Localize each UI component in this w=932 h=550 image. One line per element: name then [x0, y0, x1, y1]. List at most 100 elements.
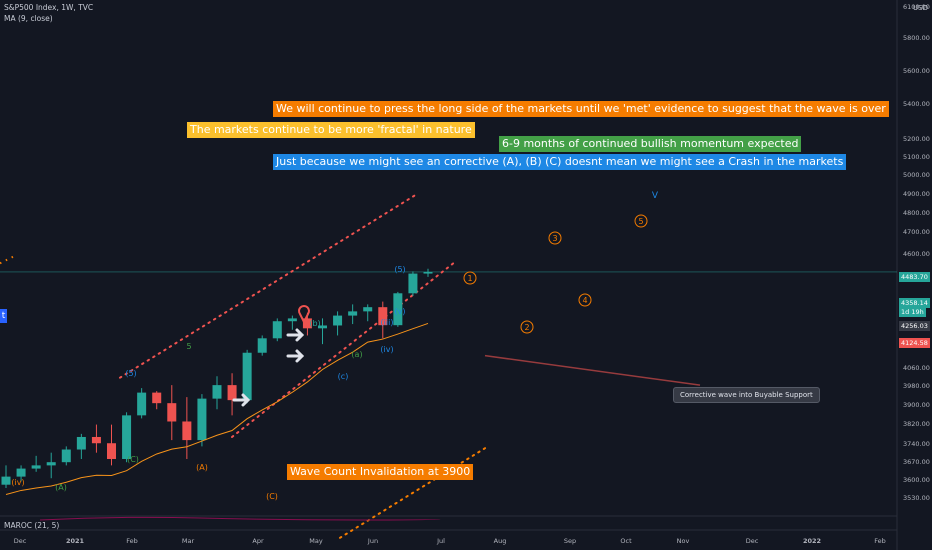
candle-body — [212, 385, 222, 399]
candle-body — [408, 273, 418, 294]
channel-lower — [231, 260, 456, 438]
x-tick-label: 2021 — [66, 537, 85, 545]
chart-title: S&P500 Index, 1W, TVC — [4, 3, 94, 12]
candle-body — [378, 307, 388, 326]
y-tick-label: 5400.00 — [903, 100, 930, 108]
wave-label-future: 2 — [524, 323, 529, 332]
x-tick-label: Nov — [677, 537, 690, 545]
x-tick-label: Mar — [182, 537, 195, 545]
candle-body — [167, 403, 177, 422]
price-label-ma: 4256.03 — [899, 321, 930, 331]
y-tick-label: 4700.00 — [903, 228, 930, 236]
tooltip-corrective-wave[interactable]: Corrective wave into Buyable Support — [673, 387, 820, 403]
ma-indicator-label[interactable]: MA (9, close) — [4, 14, 53, 23]
x-tick-label: May — [309, 537, 323, 545]
currency-label: USD — [913, 4, 928, 12]
y-tick-label: 5000.00 — [903, 171, 930, 179]
y-tick-label: 5200.00 — [903, 135, 930, 143]
candle-body — [16, 468, 26, 477]
wave-label-past: (iii) — [381, 318, 394, 327]
candle-body — [287, 318, 297, 322]
x-tick-label: Aug — [494, 537, 507, 545]
candle-body — [423, 271, 433, 274]
y-tick-label: 3740.00 — [903, 440, 930, 448]
wave-label-past: (C) — [266, 492, 278, 501]
price-label-last: 4358.14 — [899, 298, 930, 308]
wave-circle — [578, 293, 592, 307]
candle-body — [197, 398, 207, 441]
ma-line — [5, 322, 429, 495]
y-tick-label: 4800.00 — [903, 209, 930, 217]
x-tick-label: Feb — [874, 537, 886, 545]
x-tick-label: Oct — [620, 537, 632, 545]
x-tick-label: Jul — [436, 537, 445, 545]
candle-body — [182, 421, 192, 441]
note-bullish-momentum: 6-9 months of continued bullish momentum… — [499, 136, 802, 152]
candle-body — [242, 352, 252, 401]
wave-label-past: 5 — [186, 342, 191, 351]
arrow-icon — [286, 349, 305, 363]
wave-label-past: (iv) — [380, 345, 393, 354]
wave-label-past: (A) — [55, 483, 67, 492]
y-tick-label: 3820.00 — [903, 420, 930, 428]
channel-upper — [119, 194, 416, 379]
wave-label-past: (C) — [127, 455, 139, 464]
wave-label-future: 3 — [552, 234, 557, 243]
corrective-path-line — [484, 354, 701, 386]
wave-label-past: (iv) — [11, 478, 24, 487]
y-tick-label: 5600.00 — [903, 67, 930, 75]
candle-body — [122, 415, 132, 460]
y-tick-label: 3670.00 — [903, 458, 930, 466]
x-tick-label: Apr — [252, 537, 264, 545]
y-tick-label: 6100.00 — [903, 3, 930, 11]
wave-circle — [520, 320, 534, 334]
candle-body — [137, 392, 147, 416]
price-label-countdown: 1d 19h — [899, 307, 926, 317]
wave-label-past: (5) — [125, 369, 136, 378]
candle-body — [318, 325, 327, 329]
candle-body — [272, 321, 282, 339]
wave-label-past: (b) — [309, 319, 320, 328]
note-no-crash: Just because we might see an corrective … — [273, 154, 847, 170]
wave-circle — [548, 231, 562, 245]
candle-body — [31, 465, 41, 469]
y-tick-label: 4600.00 — [903, 250, 930, 258]
y-tick-label: 3980.00 — [903, 382, 930, 390]
marker-pin-icon — [298, 305, 310, 325]
wave-label-past: (a) — [351, 350, 362, 359]
candle-body — [348, 311, 358, 316]
candle-body — [1, 476, 11, 485]
candle-body — [61, 449, 71, 463]
candle-body — [333, 315, 343, 326]
invalidation-line — [339, 445, 489, 539]
arrow-icon — [286, 328, 305, 342]
x-tick-label: Dec — [746, 537, 759, 545]
candle-body — [91, 436, 101, 444]
candle-body — [76, 436, 86, 450]
y-tick-label: 3600.00 — [903, 476, 930, 484]
y-tick-label: 4060.00 — [903, 364, 930, 372]
wave-label-future: 1 — [467, 274, 472, 283]
candle-body — [393, 293, 403, 326]
price-label-4483: 4483.70 — [899, 272, 930, 282]
x-tick-label: Feb — [126, 537, 138, 545]
price-label-4124: 4124.58 — [899, 338, 930, 348]
note-fractal: The markets continue to be more 'fractal… — [187, 122, 475, 138]
candle-body — [257, 338, 267, 353]
wave-label-past: (A) — [196, 463, 208, 472]
candle-body — [363, 307, 373, 312]
maroc-indicator-label[interactable]: MAROC (21, 5) — [4, 521, 60, 530]
y-tick-label: 5800.00 — [903, 34, 930, 42]
candle-body — [227, 385, 237, 401]
y-tick-label: 3530.00 — [903, 494, 930, 502]
y-tick-label: 4900.00 — [903, 190, 930, 198]
candle-body — [302, 318, 312, 329]
y-tick-label: 5100.00 — [903, 153, 930, 161]
x-tick-label: 2022 — [803, 537, 821, 545]
x-tick-label: Sep — [564, 537, 576, 545]
note-long-side: We will continue to press the long side … — [273, 101, 889, 117]
x-tick-label: Jun — [367, 537, 378, 545]
wave-label-past: (v) — [395, 307, 406, 316]
channel-left-stub — [0, 254, 17, 265]
